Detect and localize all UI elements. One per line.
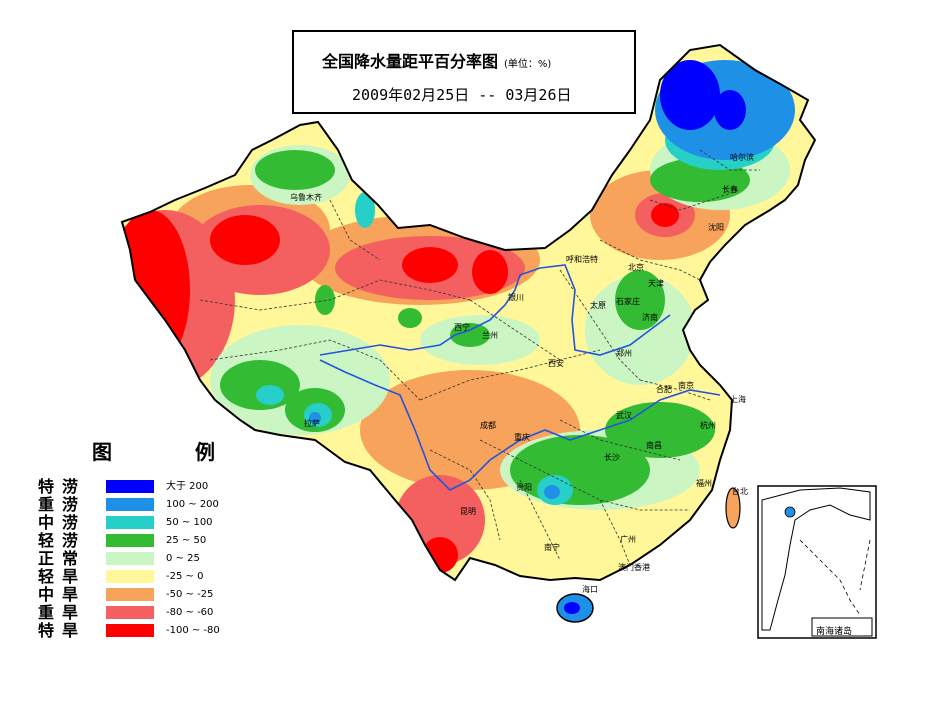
taiwan-island — [725, 487, 741, 529]
legend-range: -80 ~ -60 — [166, 607, 214, 618]
legend-swatch — [106, 570, 154, 583]
city-label-guangzhou: 广州 — [620, 535, 636, 544]
legend-range: 大于 200 — [166, 481, 209, 492]
legend-row-te-han: 特旱 -100 ~ -80 — [38, 622, 258, 640]
legend-label: 重旱 — [38, 603, 87, 622]
city-label-beijing: 北京 — [628, 263, 644, 272]
inset-label: 南海诸岛 — [816, 627, 853, 637]
legend-label: 特旱 — [38, 621, 87, 640]
legend-row-zheng-chang: 正常 0 ~ 25 — [38, 550, 258, 568]
map-title-box: 全国降水量距平百分率图 (单位：%) 2009年02月25日 -- 03月26日 — [292, 30, 636, 114]
city-label-fuzhou: 福州 — [696, 479, 712, 488]
legend-range: 100 ~ 200 — [166, 499, 219, 510]
city-label-changchun: 长春 — [722, 185, 738, 194]
city-label-changsha: 长沙 — [604, 453, 620, 462]
legend-label: 特涝 — [38, 477, 87, 496]
city-label-taibei: 台北 — [732, 487, 748, 496]
legend-label: 轻旱 — [38, 567, 87, 586]
city-label-xian: 西安 — [548, 359, 564, 368]
legend-range: -25 ~ 0 — [166, 571, 204, 582]
china-border — [120, 43, 817, 582]
legend-range: -100 ~ -80 — [166, 625, 220, 636]
city-label-chengdu: 成都 — [480, 421, 496, 430]
legend-swatch — [106, 624, 154, 637]
city-label-zhengzhou: 郑州 — [616, 349, 632, 358]
legend-row-te-lao: 特涝 大于 200 — [38, 478, 258, 496]
city-label-taiyuan: 太原 — [590, 301, 606, 310]
city-label-lanzhou: 兰州 — [482, 331, 498, 340]
city-label-lasa: 拉萨 — [304, 419, 320, 428]
legend-row-zhong-lao: 重涝 100 ~ 200 — [38, 496, 258, 514]
map-date-range: 2009年02月25日 -- 03月26日 — [352, 86, 572, 104]
city-label-nanning: 南宁 — [544, 543, 560, 552]
city-label-chongqing: 重庆 — [514, 433, 530, 442]
legend-range: 0 ~ 25 — [166, 553, 200, 564]
map-title-text: 全国降水量距平百分率图 — [322, 52, 499, 71]
city-label-shenyang: 沈阳 — [708, 223, 724, 232]
city-label-jinan: 济南 — [642, 313, 658, 322]
legend-swatch — [106, 516, 154, 529]
city-label-yinchuan: 银川 — [508, 293, 524, 302]
city-label-nanjing: 南京 — [678, 381, 694, 390]
legend-row-qing-han: 轻旱 -25 ~ 0 — [38, 568, 258, 586]
legend-row-zhong-lao-mid: 中涝 50 ~ 100 — [38, 514, 258, 532]
city-label-aomen-xianggang: 澳门香港 — [618, 563, 650, 572]
city-label-xining: 西宁 — [454, 323, 470, 332]
legend-swatch — [106, 534, 154, 547]
legend-label: 中涝 — [38, 513, 87, 532]
legend-range: -50 ~ -25 — [166, 589, 214, 600]
rivers — [319, 264, 721, 491]
legend-label: 重涝 — [38, 495, 87, 514]
city-label-nanchang: 南昌 — [646, 441, 662, 450]
province-boundaries — [199, 149, 760, 566]
city-label-wulumuqi: 乌鲁木齐 — [290, 193, 322, 202]
city-label-huhehaote: 呼和浩特 — [566, 255, 598, 264]
city-label-haikou: 海口 — [582, 585, 598, 594]
legend-range: 25 ~ 50 — [166, 535, 207, 546]
map-title: 全国降水量距平百分率图 (单位：%) — [322, 48, 551, 72]
yellow-river — [319, 264, 671, 356]
legend-swatch — [106, 480, 154, 493]
legend-row-zhong-han-severe: 重旱 -80 ~ -60 — [38, 604, 258, 622]
city-label-shanghai: 上海 — [730, 395, 746, 404]
legend-heading: 图 例 — [92, 440, 253, 464]
south-china-sea-inset — [757, 485, 877, 639]
hainan-island-core — [564, 602, 580, 614]
city-label-guiyang: 贵阳 — [516, 483, 532, 492]
legend-label: 轻涝 — [38, 531, 87, 550]
legend-swatch — [106, 588, 154, 601]
legend-row-qing-lao: 轻涝 25 ~ 50 — [38, 532, 258, 550]
city-label-tianjin: 天津 — [648, 279, 664, 288]
city-label-shijiazhuang: 石家庄 — [616, 297, 640, 306]
city-label-hangzhou: 杭州 — [700, 421, 716, 430]
yangtze-river — [319, 359, 721, 491]
legend-label: 中旱 — [38, 585, 87, 604]
legend-swatch — [106, 552, 154, 565]
legend-range: 50 ~ 100 — [166, 517, 213, 528]
legend-row-zhong-han: 中旱 -50 ~ -25 — [38, 586, 258, 604]
map-unit: (单位：%) — [504, 59, 552, 70]
city-label-kunming: 昆明 — [460, 507, 476, 516]
legend-swatch — [106, 606, 154, 619]
legend-swatch — [106, 498, 154, 511]
legend-label: 正常 — [38, 549, 87, 568]
city-label-wuhan: 武汉 — [616, 411, 632, 420]
city-label-hefei: 合肥 — [656, 385, 672, 394]
city-label-haerbin: 哈尔滨 — [730, 153, 754, 162]
